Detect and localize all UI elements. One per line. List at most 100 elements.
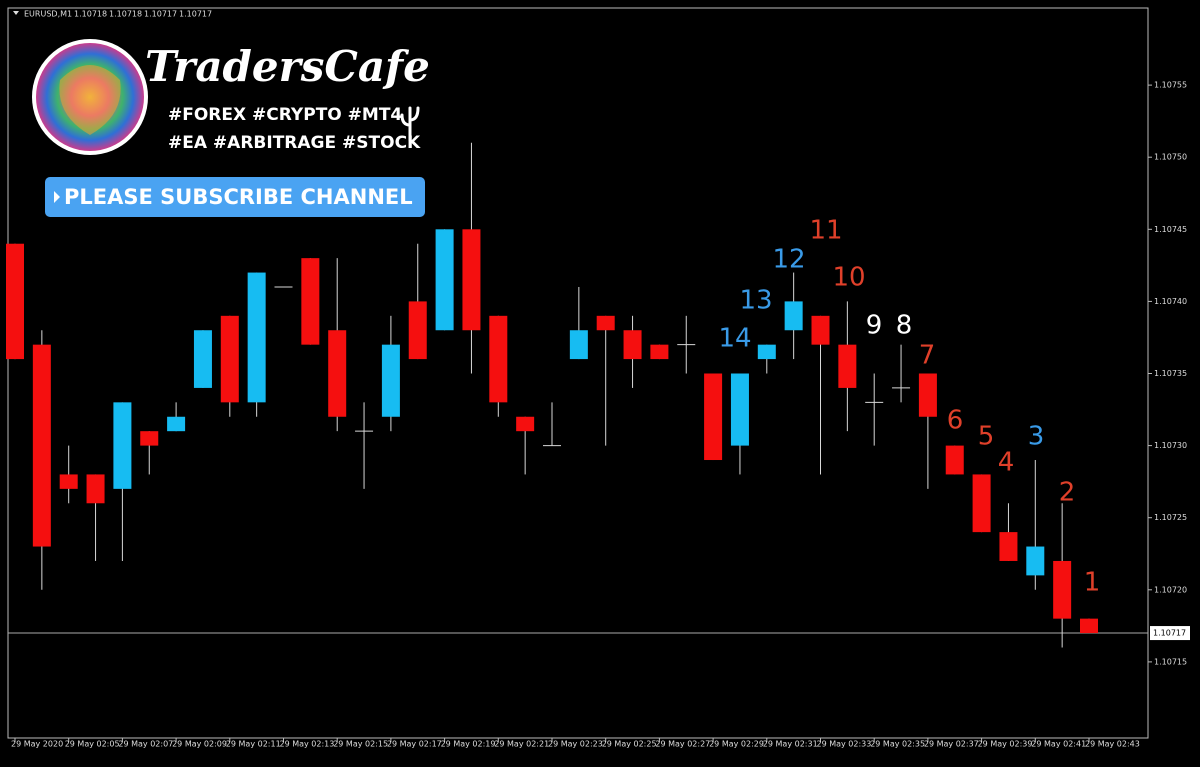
brand: TradersCafe #FOREX #CRYPTO #MT4 #EA #ARB… bbox=[32, 39, 430, 217]
x-tick-label: 29 May 02:11 bbox=[226, 740, 281, 749]
candle bbox=[892, 344, 911, 403]
candle bbox=[328, 258, 347, 432]
candle bbox=[704, 373, 723, 461]
x-tick-label: 29 May 2020 bbox=[11, 740, 63, 749]
annotation: 1 bbox=[1084, 568, 1101, 598]
candle bbox=[381, 315, 400, 432]
candle bbox=[355, 402, 374, 489]
candle bbox=[220, 315, 239, 417]
candle bbox=[6, 243, 24, 360]
button-background[interactable] bbox=[45, 177, 425, 217]
candle-body bbox=[1053, 560, 1072, 619]
candle-body bbox=[140, 431, 159, 446]
candle bbox=[945, 445, 964, 475]
candle bbox=[677, 315, 696, 374]
candle bbox=[86, 474, 105, 561]
x-tick-label: 29 May 02:15 bbox=[333, 740, 388, 749]
candle-body bbox=[757, 344, 776, 360]
x-tick-label: 29 May 02:39 bbox=[978, 740, 1033, 749]
candle-body bbox=[381, 344, 400, 417]
candle bbox=[838, 301, 857, 432]
x-tick-label: 29 May 02:05 bbox=[65, 740, 120, 749]
candle-body bbox=[838, 344, 857, 388]
candle bbox=[167, 402, 186, 432]
candle-body bbox=[435, 229, 454, 331]
subscribe-button[interactable]: PLEASE SUBSCRIBE CHANNEL bbox=[45, 177, 425, 217]
candle bbox=[784, 272, 803, 360]
cactus-icon bbox=[400, 106, 420, 142]
x-tick-label: 29 May 02:21 bbox=[494, 740, 549, 749]
brand-tags: #FOREX #CRYPTO #MT4 bbox=[168, 105, 402, 125]
annotation: 13 bbox=[739, 286, 772, 316]
y-tick-label: 1.10740 bbox=[1154, 297, 1187, 306]
candle-body bbox=[32, 344, 51, 547]
x-tick-label: 29 May 02:41 bbox=[1031, 740, 1086, 749]
candle bbox=[596, 315, 615, 446]
annotation: 8 bbox=[896, 311, 913, 341]
candle-body bbox=[596, 315, 615, 331]
header-high: 1.10718 bbox=[109, 10, 142, 19]
y-tick-label: 1.10725 bbox=[1154, 513, 1187, 522]
candle-body bbox=[811, 315, 830, 345]
candle bbox=[730, 373, 749, 475]
header-low: 1.10717 bbox=[144, 10, 177, 19]
candle-body bbox=[918, 373, 937, 417]
candle bbox=[757, 344, 776, 374]
candle-body bbox=[623, 330, 642, 360]
button-arrow bbox=[54, 191, 60, 203]
x-tick-label: 29 May 02:23 bbox=[548, 740, 603, 749]
y-tick-label: 1.10715 bbox=[1154, 657, 1187, 666]
x-tick-label: 29 May 02:19 bbox=[441, 740, 496, 749]
annotation: 12 bbox=[772, 245, 805, 275]
candle bbox=[623, 315, 642, 388]
candle bbox=[408, 243, 427, 360]
candle-body bbox=[193, 330, 212, 388]
x-tick-label: 29 May 02:27 bbox=[655, 740, 710, 749]
y-tick-label: 1.10745 bbox=[1154, 225, 1187, 234]
y-tick-label: 1.10750 bbox=[1154, 153, 1187, 162]
candle-body bbox=[999, 532, 1018, 561]
candle bbox=[193, 330, 212, 388]
candle bbox=[543, 402, 561, 447]
candle-body bbox=[569, 330, 588, 360]
candle bbox=[247, 272, 266, 417]
x-tick-label: 29 May 02:17 bbox=[387, 740, 442, 749]
y-tick-label: 1.10730 bbox=[1154, 441, 1187, 450]
candle bbox=[1053, 503, 1072, 648]
candle-body bbox=[650, 344, 669, 360]
candle bbox=[435, 229, 454, 331]
candle-body bbox=[945, 445, 964, 475]
x-tick-label: 29 May 02:29 bbox=[709, 740, 764, 749]
candle bbox=[140, 431, 159, 475]
candle bbox=[811, 315, 830, 475]
x-tick-label: 29 May 02:43 bbox=[1085, 740, 1140, 749]
candle-body bbox=[328, 330, 347, 417]
candle bbox=[865, 373, 884, 446]
x-tick-label: 29 May 02:35 bbox=[870, 740, 925, 749]
candle-body bbox=[462, 229, 481, 331]
candle-body bbox=[220, 315, 239, 403]
candle bbox=[650, 344, 669, 360]
candle-body bbox=[408, 301, 427, 360]
brand-tags: #EA #ARBITRAGE #STOCK bbox=[168, 133, 421, 153]
candle-body bbox=[1080, 618, 1098, 634]
candle bbox=[516, 416, 535, 475]
header-close: 1.10717 bbox=[179, 10, 212, 19]
button-label[interactable]: PLEASE SUBSCRIBE CHANNEL bbox=[64, 185, 413, 209]
symbol-menu-icon[interactable] bbox=[13, 11, 19, 15]
candle bbox=[1080, 618, 1098, 634]
x-tick-label: 29 May 02:07 bbox=[118, 740, 173, 749]
candle bbox=[301, 258, 320, 345]
y-tick-label: 1.10720 bbox=[1154, 585, 1187, 594]
header-open: 1.10718 bbox=[74, 10, 107, 19]
annotation: 2 bbox=[1059, 478, 1076, 508]
current-price-box bbox=[1150, 626, 1190, 641]
candle-body bbox=[167, 416, 186, 432]
x-tick-label: 29 May 02:09 bbox=[172, 740, 227, 749]
annotation: 7 bbox=[919, 341, 936, 371]
candle-body bbox=[247, 272, 266, 403]
annotation: 6 bbox=[947, 406, 964, 436]
x-tick-label: 29 May 02:33 bbox=[817, 740, 872, 749]
x-tick-label: 29 May 02:25 bbox=[602, 740, 657, 749]
annotation: 10 bbox=[832, 263, 865, 293]
